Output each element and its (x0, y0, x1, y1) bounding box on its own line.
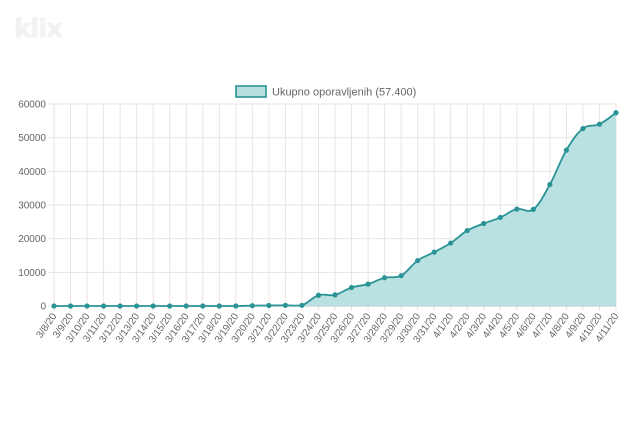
legend: Ukupno oporavljenih (57.400) (235, 85, 416, 99)
data-point (200, 303, 206, 309)
klix-logo: klix (14, 14, 63, 44)
data-point (117, 303, 123, 309)
data-point (315, 292, 322, 298)
data-point (514, 206, 520, 212)
data-point (150, 303, 156, 309)
data-point (415, 257, 421, 264)
data-point (100, 303, 107, 309)
data-point (183, 303, 189, 309)
data-point (596, 121, 603, 127)
data-point (481, 220, 487, 227)
data-point (530, 206, 536, 212)
y-tick-label: 10000 (18, 268, 46, 279)
data-point (51, 303, 57, 309)
data-point (249, 303, 255, 309)
data-point (464, 227, 470, 234)
data-point (84, 303, 90, 309)
data-point (216, 303, 222, 309)
legend-swatch (235, 85, 267, 98)
data-point (348, 284, 355, 291)
data-point (167, 303, 173, 309)
data-point (613, 110, 619, 116)
y-tick-label: 60000 (18, 100, 46, 111)
data-point (580, 125, 586, 132)
data-point (282, 302, 289, 308)
data-point (332, 292, 338, 298)
data-point (365, 281, 371, 287)
data-point (431, 249, 437, 255)
data-point (299, 302, 305, 308)
data-point (233, 303, 239, 309)
data-point (134, 303, 140, 309)
data-point (448, 240, 454, 246)
y-tick-label: 50000 (18, 133, 46, 144)
y-tick-label: 40000 (18, 167, 46, 178)
data-point (381, 275, 388, 281)
data-point (497, 214, 503, 221)
y-tick-label: 20000 (18, 234, 46, 245)
data-point (563, 147, 570, 153)
data-point (547, 181, 553, 188)
data-point (398, 273, 404, 279)
data-point (266, 302, 272, 309)
y-tick-label: 0 (40, 302, 46, 313)
legend-label: Ukupno oporavljenih (57.400) (272, 87, 416, 99)
y-tick-label: 30000 (18, 201, 46, 212)
series-area (54, 112, 616, 307)
data-point (67, 303, 74, 309)
